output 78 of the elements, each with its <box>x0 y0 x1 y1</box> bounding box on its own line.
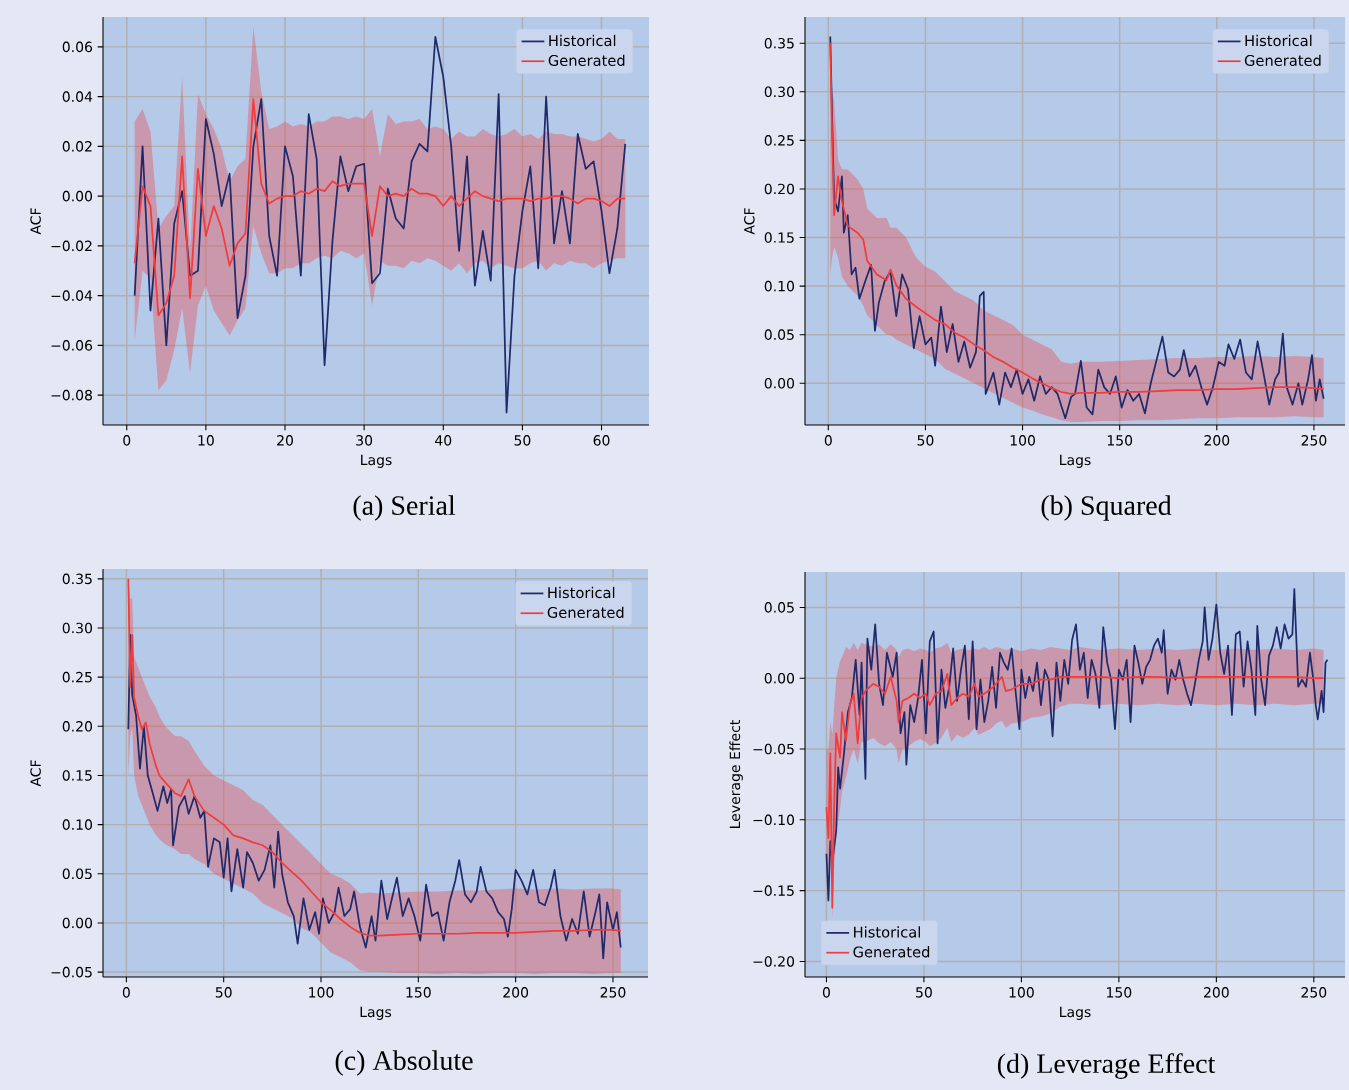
y-tick-label: −0.02 <box>51 240 92 252</box>
y-tick-label: 0.05 <box>62 868 92 880</box>
text: (d) Leverage Effect <box>997 1053 1216 1079</box>
x-tick-label: 60 <box>593 435 610 446</box>
y-tick-label: 0.35 <box>764 37 794 49</box>
y-tick-label: 0.25 <box>62 671 92 683</box>
x-axis-title: Lags <box>1060 1006 1091 1020</box>
y-axis-title: Leverage Effect <box>729 720 743 828</box>
y-tick-label: 0.10 <box>764 280 795 292</box>
legend-label: Generated <box>547 606 624 619</box>
x-tick-label: 200 <box>1204 987 1229 998</box>
y-tick-label: −0.04 <box>51 290 93 301</box>
y-tick-label: 0.00 <box>764 672 795 684</box>
x-tick-label: 100 <box>1010 435 1035 446</box>
line-series <box>127 634 622 960</box>
x-tick-label: 30 <box>356 435 373 446</box>
x-tick-label: 150 <box>1107 987 1132 998</box>
y-tick-label: 0.05 <box>764 329 794 340</box>
x-axis-title: Lags <box>360 1006 392 1020</box>
y-tick-label: −0.08 <box>51 389 92 401</box>
x-tick-label: 250 <box>1301 987 1327 998</box>
text: (b) Squared <box>1041 495 1172 521</box>
legend-label: Historical <box>549 34 616 47</box>
x-tick-label: 150 <box>1107 435 1133 446</box>
y-tick-label: −0.20 <box>753 956 795 967</box>
x-tick-label: 50 <box>916 987 932 998</box>
x-tick-label: 100 <box>309 987 334 998</box>
y-tick-label: 0.15 <box>62 770 92 781</box>
y-tick-label: −0.15 <box>753 885 794 896</box>
y-tick-label: 0.00 <box>764 377 795 389</box>
y-tick-label: 0.00 <box>62 917 93 929</box>
y-tick-label: 0.00 <box>62 190 93 202</box>
x-tick-label: 100 <box>1009 987 1034 998</box>
y-tick-label: 0.20 <box>62 721 93 732</box>
x-tick-label: 250 <box>600 987 626 998</box>
y-tick-label: 0.35 <box>62 573 92 585</box>
y-axis-title: ACF <box>30 208 41 235</box>
legend-label: Generated <box>853 946 930 958</box>
text: (c) Absolute <box>335 1050 473 1076</box>
x-tick-label: 50 <box>215 987 232 998</box>
y-tick-label: 0.20 <box>764 183 795 195</box>
x-tick-label: 0 <box>123 435 131 446</box>
x-tick-label: 50 <box>917 435 934 446</box>
x-tick-label: 150 <box>406 987 431 998</box>
y-tick-label: 0.04 <box>62 91 93 102</box>
x-tick-label: 0 <box>822 987 830 998</box>
x-tick-label: 0 <box>122 987 130 998</box>
x-tick-label: 10 <box>198 435 214 446</box>
line-series <box>825 588 1329 902</box>
x-tick-label: 40 <box>435 435 452 446</box>
y-tick-label: 0.30 <box>764 86 795 98</box>
y-axis-title: ACF <box>744 208 755 235</box>
x-tick-label: 200 <box>503 987 529 998</box>
y-tick-label: 0.15 <box>764 232 794 243</box>
y-tick-label: −0.10 <box>753 814 795 826</box>
y-tick-label: 0.06 <box>62 41 93 53</box>
legend-label: Historical <box>548 586 615 599</box>
x-tick-label: 50 <box>514 435 531 446</box>
x-axis-title: Lags <box>1060 454 1091 468</box>
x-tick-label: 0 <box>824 435 832 446</box>
y-tick-label: 0.10 <box>62 819 93 830</box>
legend-label: Generated <box>1244 54 1321 67</box>
y-tick-label: 0.05 <box>764 602 794 613</box>
x-tick-label: 200 <box>1204 435 1230 446</box>
legend-label: Historical <box>854 926 920 938</box>
text: (a) Serial <box>353 495 456 521</box>
x-tick-label: 20 <box>277 435 293 446</box>
y-tick-label: −0.05 <box>51 966 92 978</box>
legend-label: Historical <box>1245 34 1312 47</box>
x-tick-label: 250 <box>1301 435 1327 446</box>
y-axis-title: ACF <box>30 760 41 787</box>
y-tick-label: 0.25 <box>764 135 794 146</box>
y-tick-label: −0.05 <box>753 743 794 755</box>
legend-label: Generated <box>548 54 625 67</box>
y-tick-label: −0.06 <box>51 340 93 351</box>
y-tick-label: 0.30 <box>62 622 93 634</box>
y-tick-label: 0.02 <box>62 141 92 152</box>
x-axis-title: Lags <box>361 454 392 468</box>
